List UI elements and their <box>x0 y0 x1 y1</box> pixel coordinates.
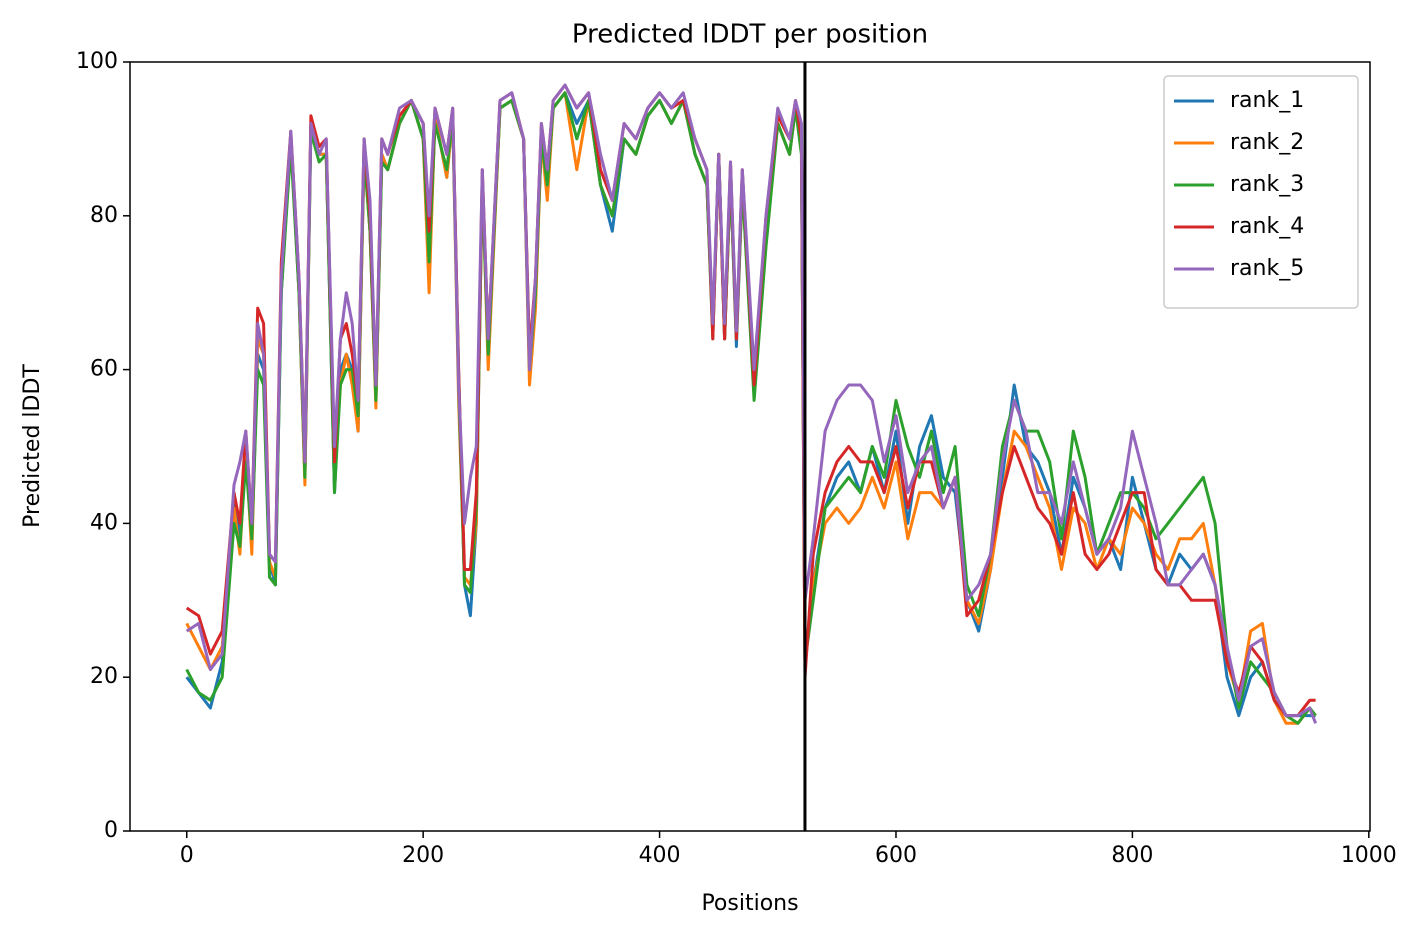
y-tick-label: 80 <box>90 203 118 228</box>
plot-frame <box>129 61 1371 832</box>
legend-label: rank_1 <box>1230 88 1304 113</box>
y-tick-label: 60 <box>90 357 118 382</box>
y-tick-label: 100 <box>76 49 118 74</box>
data-line <box>185 83 1317 724</box>
legend-box <box>1163 75 1359 309</box>
legend-label: rank_2 <box>1230 130 1304 155</box>
x-tick-label: 400 <box>639 843 681 868</box>
y-tick-label: 40 <box>90 510 118 535</box>
y-tick-label: 20 <box>90 664 118 689</box>
y-axis-label: Predicted lDDT <box>20 364 45 528</box>
x-axis-label: Positions <box>701 891 798 916</box>
x-tick-label: 0 <box>180 843 194 868</box>
x-tick-label: 200 <box>402 843 444 868</box>
legend-label: rank_3 <box>1230 172 1304 197</box>
y-tick-label: 0 <box>104 818 118 843</box>
data-line <box>185 91 1317 725</box>
chart-title: Predicted lDDT per position <box>572 20 928 50</box>
x-tick-label: 1000 <box>1341 843 1397 868</box>
legend-label: rank_4 <box>1230 214 1304 239</box>
legend-label: rank_5 <box>1230 256 1304 281</box>
x-tick-label: 800 <box>1111 843 1153 868</box>
x-tick-label: 600 <box>875 843 917 868</box>
